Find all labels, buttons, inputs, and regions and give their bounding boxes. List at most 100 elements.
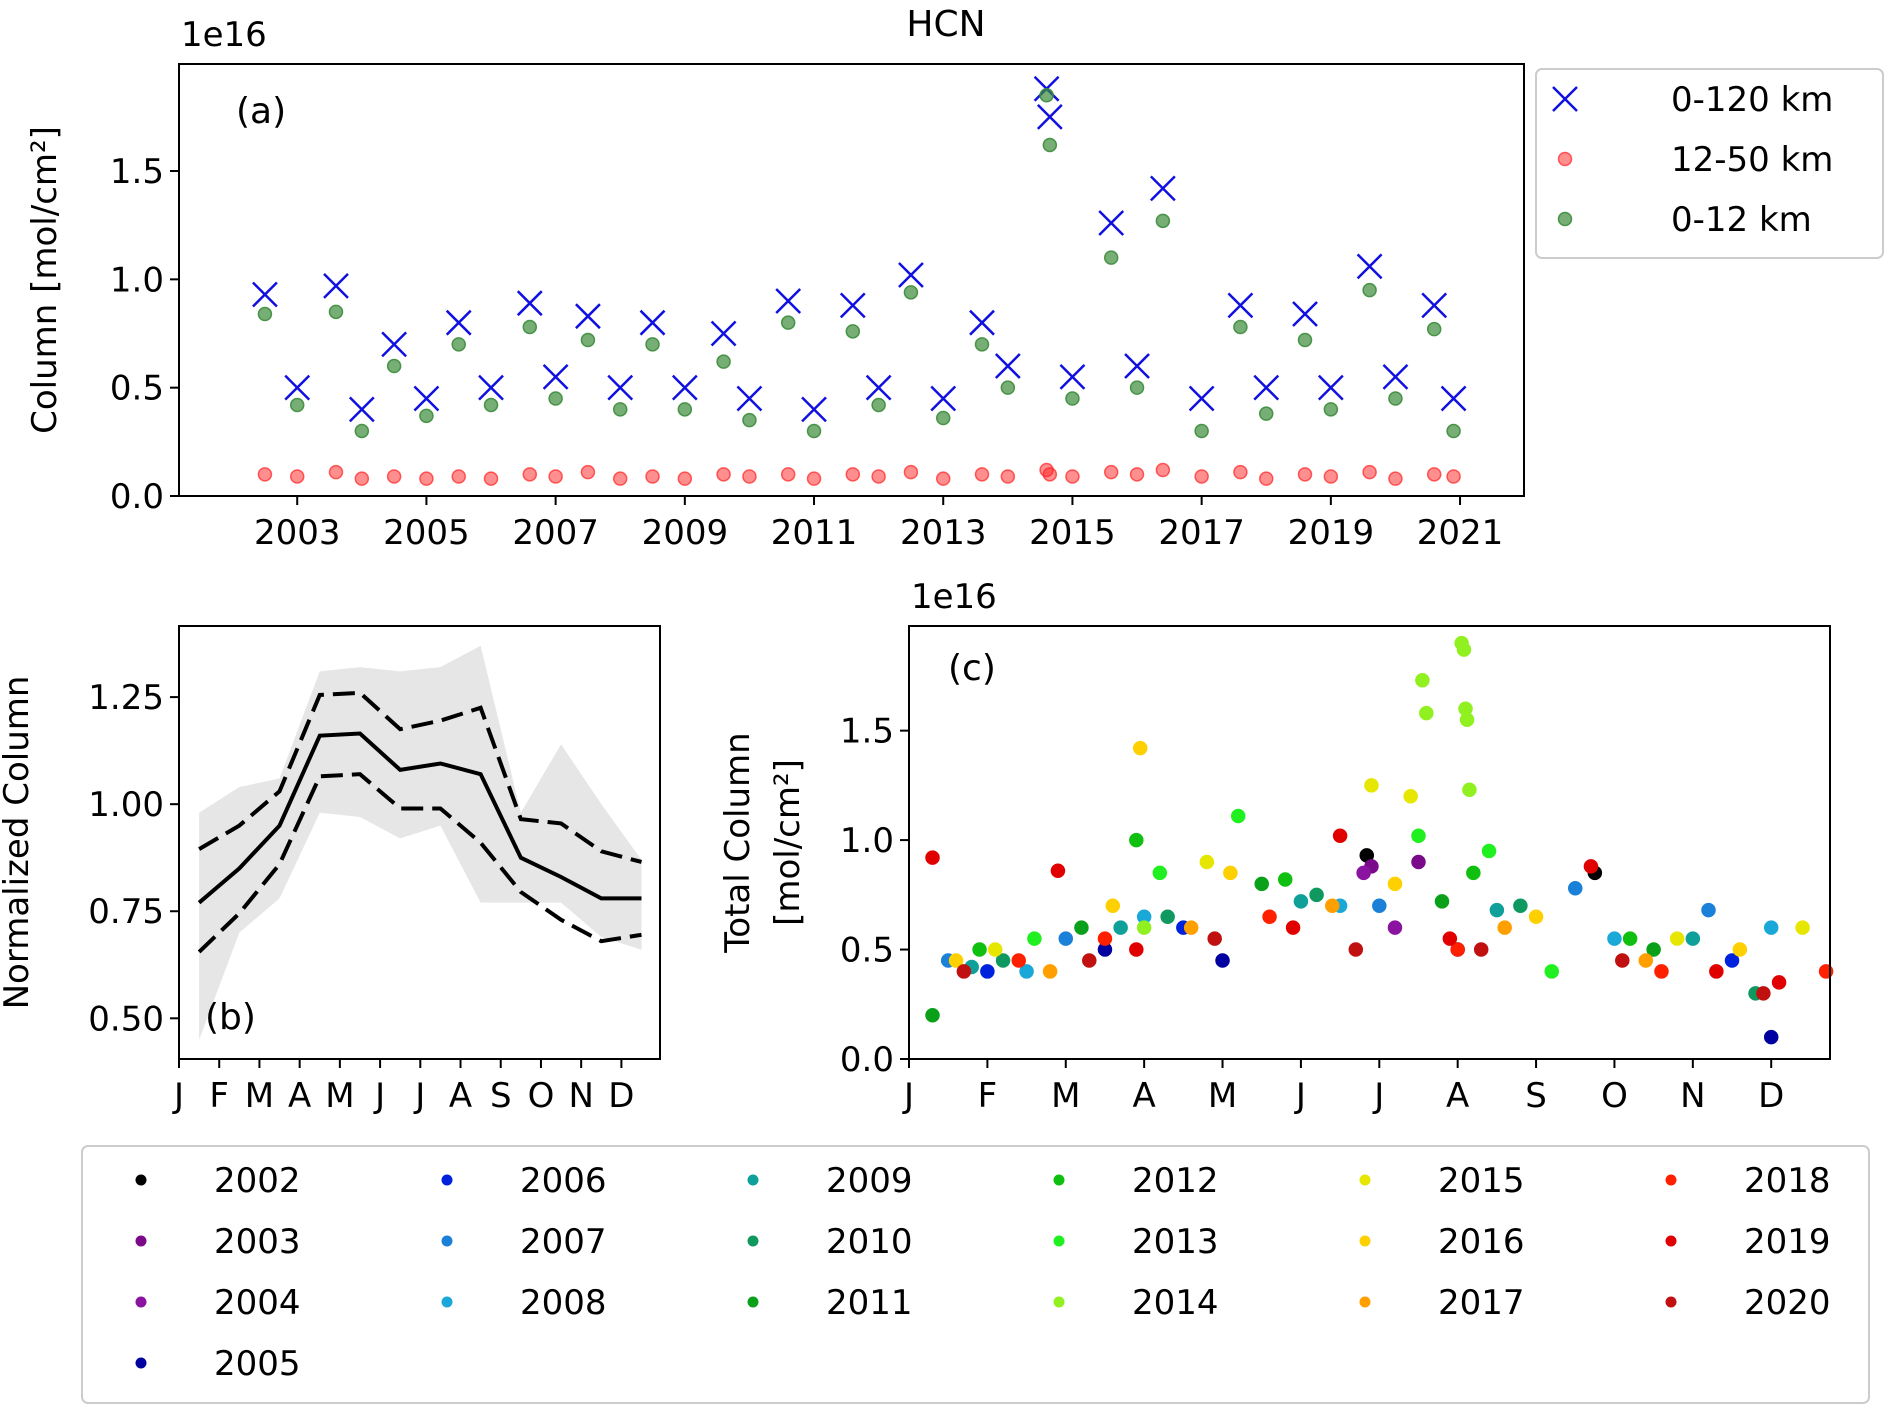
marker-dot	[1323, 402, 1339, 417]
marker-dot	[1528, 909, 1544, 924]
marker-dot	[1325, 898, 1340, 914]
legend-label: 0-120 km	[1671, 80, 1833, 120]
panel-label: (b)	[205, 997, 256, 1038]
marker-dot	[1113, 920, 1128, 935]
marker-dot	[522, 319, 538, 335]
marker-x	[736, 385, 763, 412]
legend-marker	[1053, 1174, 1065, 1186]
axes-frame	[908, 625, 1831, 1060]
marker-dot	[1000, 469, 1016, 484]
legend-label: 2006	[520, 1161, 607, 1201]
marker-dot	[1403, 789, 1418, 804]
marker-x	[1253, 374, 1280, 401]
marker-x	[1124, 353, 1150, 379]
x-tick-label: 2013	[900, 513, 987, 553]
x-tick-label: O	[1601, 1076, 1628, 1116]
offset-label: 1e16	[911, 577, 997, 617]
legend-label: 2015	[1438, 1161, 1525, 1201]
marker-dot	[1332, 828, 1348, 843]
legend-marker	[1053, 1296, 1065, 1308]
marker-dot	[935, 471, 951, 486]
x-tick-label: A	[288, 1076, 311, 1116]
marker-dot	[1155, 213, 1171, 229]
marker-x	[1149, 175, 1176, 202]
marker-dot	[903, 285, 919, 300]
range-band	[199, 645, 642, 1040]
marker-dot	[257, 306, 273, 322]
y-tick-label: 1.00	[88, 785, 164, 825]
marker-x	[348, 396, 375, 423]
legend-label: 2012	[1132, 1161, 1219, 1201]
marker-dot	[1042, 964, 1058, 979]
marker-x	[1552, 86, 1578, 112]
panel-label: (a)	[236, 91, 286, 132]
axes-frame	[178, 625, 661, 1060]
marker-x	[516, 290, 543, 317]
marker-dot	[1615, 953, 1630, 968]
y-tick-label: 1.5	[840, 712, 894, 752]
marker-dot	[974, 337, 990, 352]
marker-x	[575, 303, 601, 330]
marker-dot	[1065, 469, 1080, 484]
marker-dot	[903, 464, 919, 480]
marker-dot	[354, 423, 370, 439]
marker-dot	[1771, 975, 1787, 990]
marker-dot	[1388, 391, 1403, 406]
marker-dot	[1426, 467, 1442, 482]
x-tick-label: N	[568, 1076, 593, 1116]
marker-x	[542, 363, 569, 390]
y-tick-label: 1.0	[110, 260, 164, 300]
marker-x	[413, 385, 440, 412]
legend-label: 2002	[214, 1161, 301, 1201]
x-tick-label: D	[1758, 1076, 1784, 1116]
marker-dot	[1103, 250, 1119, 265]
legend-label: 2004	[214, 1283, 301, 1323]
y-tick-label: 1.5	[110, 152, 164, 192]
line	[197, 731, 642, 905]
marker-dot	[742, 412, 757, 428]
legend-box	[1535, 68, 1884, 259]
marker-x	[775, 288, 802, 314]
legend-marker	[135, 1174, 147, 1186]
marker-dot	[1103, 464, 1119, 480]
legend-label: 2003	[214, 1222, 301, 1262]
marker-dot	[1446, 469, 1461, 484]
marker-dot	[948, 953, 964, 968]
y-tick-label: 0.5	[110, 369, 164, 409]
marker-dot	[1795, 920, 1810, 935]
marker-dot	[1160, 909, 1175, 924]
x-tick-label: 2009	[642, 513, 729, 553]
marker-dot	[328, 464, 344, 480]
legend-marker	[1053, 1235, 1065, 1247]
x-tick-label: F	[209, 1076, 229, 1116]
y-tick-label: 1.0	[840, 821, 894, 861]
panel: 0.0 0.5 1.0 1.5 2003 2005 2007 2009 2011 2013 2015…	[25, 15, 1884, 553]
marker-dot	[1462, 782, 1477, 797]
marker-dot	[1042, 137, 1058, 153]
offset-label: 1e16	[181, 15, 267, 55]
marker-dot	[1207, 931, 1222, 946]
marker-dot	[419, 408, 434, 424]
marker-dot	[1058, 931, 1074, 946]
marker-dot	[1669, 931, 1685, 946]
line	[198, 690, 643, 864]
marker-dot	[1233, 464, 1248, 480]
x-tick-label: M	[1208, 1076, 1237, 1116]
marker-dot	[1638, 953, 1654, 968]
marker-dot	[328, 304, 344, 320]
marker-dot	[1309, 887, 1324, 903]
marker-dot	[677, 402, 693, 417]
legend-label: 2010	[826, 1222, 913, 1262]
marker-dot	[1065, 391, 1080, 406]
legend-marker	[1665, 1235, 1677, 1247]
legend-label: 2019	[1744, 1222, 1831, 1262]
x-tick-label: M	[1051, 1076, 1080, 1116]
marker-dot	[1215, 953, 1230, 968]
marker-dot	[1000, 380, 1016, 395]
marker-dot	[257, 467, 273, 482]
legend-marker	[747, 1296, 759, 1308]
marker-dot	[1082, 953, 1097, 968]
marker-x	[445, 309, 472, 336]
marker-dot	[1129, 467, 1145, 482]
